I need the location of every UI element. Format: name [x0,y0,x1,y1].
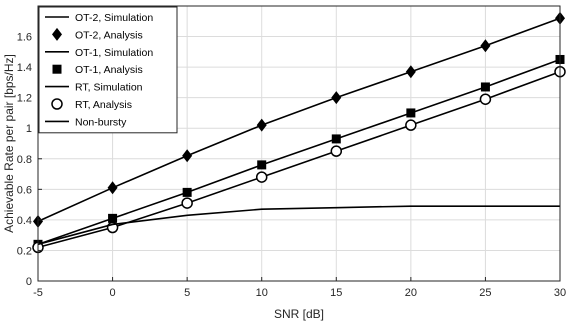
y-tick-label: 0.4 [17,215,32,227]
y-tick-label: 1.2 [17,93,32,105]
legend-item: OT-1, Analysis [52,64,143,76]
legend-label: OT-2, Simulation [75,12,153,24]
data-point [331,91,342,105]
legend-label: RT, Analysis [75,99,132,111]
x-tick-label: 30 [554,287,566,299]
grid [37,6,561,282]
data-point [181,197,193,209]
x-tick-label: 15 [330,287,342,299]
x-tick-label: 25 [479,287,491,299]
legend-label: RT, Simulation [75,82,143,94]
plot-frame [37,5,561,282]
data-point [108,213,118,223]
legend-label: Non-bursty [75,116,127,128]
y-tick-label: 0.8 [17,154,32,166]
x-axis-label: SNR [dB] [274,307,324,321]
data-point [406,108,416,118]
x-tick-label: 0 [110,287,116,299]
y-axis-label: Achievable Rate per pair [bps/Hz] [2,54,16,233]
data-point [107,181,118,195]
legend-marker-swatch [52,27,62,41]
data-point [256,118,267,132]
data-point [480,39,491,53]
data-point [480,82,490,92]
legend-label: OT-2, Analysis [75,29,143,41]
y-tick-label: 0 [26,276,32,288]
series-6 [37,205,560,246]
legend-item: RT, Simulation [45,82,143,94]
series-2 [37,58,561,246]
legend-marker-swatch [51,98,63,110]
data-point [182,187,192,197]
x-tick-label: 20 [405,287,417,299]
y-tick-label: 0.6 [17,184,32,196]
legend-box [38,6,178,134]
legend-marker-swatch [52,64,62,74]
legend-label: OT-1, Analysis [75,64,143,76]
y-tick-label: 1.4 [17,62,32,74]
data-point [405,65,416,79]
legend-item: RT, Analysis [51,98,132,111]
data-point [405,119,417,131]
legend-item: OT-2, Simulation [45,12,153,24]
data-point [257,160,267,170]
x-tick-label: 10 [256,287,268,299]
series-line [37,17,561,223]
y-tick-label: 1 [26,123,32,135]
data-point [331,134,341,144]
legend-item: Non-bursty [45,116,127,128]
series-line [37,58,561,246]
legend: OT-2, Simulation OT-2, Analysis OT-1, Simu… [38,6,178,134]
y-tick-label: 0.2 [17,245,32,257]
series-0 [37,17,561,223]
y-tick-label: 1.6 [17,32,32,44]
legend-label: OT-1, Simulation [75,47,153,59]
legend-item: OT-1, Simulation [45,47,153,59]
data-point [182,149,193,163]
data-point [255,171,268,183]
x-tick-label: 5 [184,287,190,299]
data-point [479,93,492,105]
x-tick-label: -5 [33,287,43,299]
legend-item: OT-2, Analysis [52,27,143,41]
series-line [37,205,560,246]
data-point [330,145,343,157]
